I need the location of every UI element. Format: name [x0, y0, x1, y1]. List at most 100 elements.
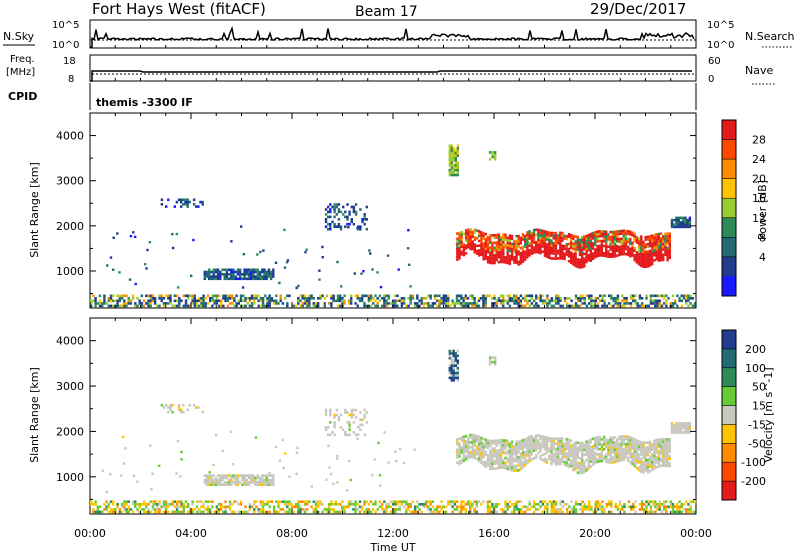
echo-cell	[682, 508, 686, 511]
echo-cell	[572, 263, 575, 266]
echo-cell	[237, 503, 240, 506]
echo-cell	[515, 249, 518, 252]
echo-cell	[268, 304, 271, 308]
echo-cell	[624, 239, 628, 243]
echo-cell	[657, 256, 660, 260]
echo-cell	[462, 454, 466, 458]
echo-cell	[554, 236, 558, 240]
echo-cell	[206, 505, 210, 509]
echo-cell	[464, 445, 468, 448]
echo-cell	[559, 254, 562, 257]
beam-title: Beam 17	[355, 4, 418, 20]
echo-cell	[452, 354, 455, 358]
echo-cell	[147, 510, 150, 514]
echo-cell	[337, 222, 341, 226]
echo-cell	[673, 428, 676, 432]
echo-cell	[458, 257, 461, 260]
echo-cell	[493, 236, 496, 240]
echo-cell	[572, 463, 575, 467]
echo-cell	[640, 448, 643, 451]
echo-cell	[599, 503, 602, 506]
echo-cell	[541, 229, 544, 233]
echo-cell	[666, 438, 669, 441]
echo-cell	[662, 457, 665, 460]
echo-cell	[578, 253, 582, 257]
echo-cell	[312, 500, 315, 503]
echo-cell	[526, 294, 529, 298]
echo-cell	[482, 250, 485, 253]
echo-cell	[256, 277, 259, 281]
echo-cell	[186, 205, 189, 208]
echo-cell	[460, 503, 463, 506]
echo-cell	[638, 304, 642, 308]
echo-cell	[644, 449, 647, 452]
echo-cell	[561, 246, 564, 250]
echo-cell	[482, 445, 485, 449]
echo-cell	[570, 510, 573, 514]
echo-cell	[469, 451, 472, 454]
echo-cell	[572, 508, 575, 511]
echo-cell	[578, 243, 582, 247]
echo-cell	[429, 508, 432, 511]
echo-cell	[605, 230, 608, 234]
echo-cell	[464, 457, 468, 461]
echo-cell	[602, 448, 606, 451]
echo-cell	[645, 508, 648, 511]
echo-cell	[484, 247, 487, 251]
y-tick-label: 2000	[56, 425, 84, 438]
echo-cell	[644, 456, 647, 459]
echo-cell	[454, 151, 457, 155]
echo-cell	[552, 244, 555, 248]
echo-cell	[491, 254, 494, 257]
echo-cell	[491, 251, 494, 255]
echo-cell	[353, 272, 356, 275]
echo-cell	[336, 294, 340, 298]
echo-cell	[369, 304, 373, 308]
echo-cell	[471, 446, 474, 449]
echo-cell	[242, 304, 245, 308]
power-colorbar-label: Power [dB]	[756, 180, 769, 240]
echo-cell	[506, 465, 509, 468]
echo-cell	[191, 297, 194, 300]
echo-cell	[336, 454, 339, 458]
echo-cell	[626, 232, 630, 236]
echo-cell	[506, 261, 509, 265]
echo-cell	[203, 277, 206, 281]
echo-cell	[429, 294, 432, 298]
echo-cell	[493, 503, 496, 506]
echo-cell	[473, 436, 476, 440]
echo-cell	[232, 275, 235, 278]
echo-cell	[112, 510, 115, 514]
echo-cell	[594, 441, 597, 445]
echo-cell	[545, 250, 549, 254]
echo-cell	[200, 510, 203, 514]
echo-cell	[209, 508, 212, 511]
echo-cell	[535, 508, 538, 511]
echo-cell	[502, 253, 505, 256]
echo-cell	[436, 508, 439, 511]
echo-cell	[471, 438, 474, 442]
echo-cell	[236, 273, 240, 276]
echo-cell	[655, 235, 658, 239]
echo-cell	[648, 235, 652, 238]
echo-cell	[662, 440, 665, 443]
echo-cell	[409, 503, 412, 506]
echo-cell	[519, 259, 522, 263]
echo-cell	[559, 452, 562, 456]
echo-cell	[546, 297, 549, 300]
echo-cell	[532, 510, 536, 514]
echo-cell	[209, 510, 212, 514]
echo-cell	[450, 359, 453, 363]
echo-cell	[324, 408, 328, 412]
echo-cell	[455, 299, 459, 303]
colorbar-tick-label: 20	[752, 173, 766, 186]
echo-cell	[221, 483, 224, 486]
echo-cell	[239, 297, 243, 300]
echo-cell	[600, 445, 604, 448]
echo-cell	[532, 246, 536, 249]
echo-cell	[379, 484, 382, 487]
echo-cell	[622, 242, 625, 245]
echo-cell	[515, 246, 518, 250]
echo-cell	[502, 304, 505, 308]
echo-cell	[526, 459, 529, 462]
